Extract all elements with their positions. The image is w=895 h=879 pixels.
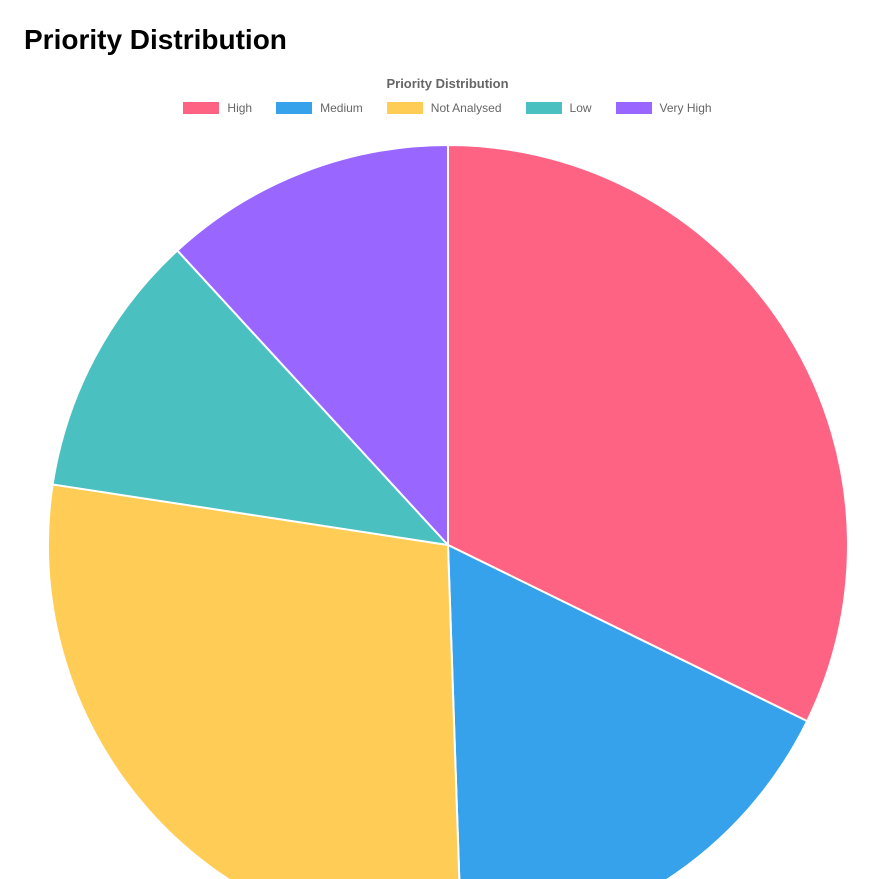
chart-container: Priority Distribution High Medium Not An… (0, 68, 895, 879)
pie-holder (38, 135, 858, 879)
legend-label: Not Analysed (431, 101, 502, 115)
legend-item-medium[interactable]: Medium (276, 101, 363, 115)
legend-label: Very High (660, 101, 712, 115)
legend-label: Medium (320, 101, 363, 115)
pie-chart (38, 135, 858, 879)
legend-item-not-analysed[interactable]: Not Analysed (387, 101, 502, 115)
chart-legend: High Medium Not Analysed Low Very High (183, 101, 711, 115)
page-title: Priority Distribution (24, 24, 895, 56)
legend-label: Low (570, 101, 592, 115)
legend-swatch (183, 102, 219, 114)
chart-title: Priority Distribution (386, 76, 508, 91)
legend-label: High (227, 101, 252, 115)
legend-swatch (276, 102, 312, 114)
pie-slice-not-analysed[interactable] (48, 484, 462, 879)
legend-item-very-high[interactable]: Very High (616, 101, 712, 115)
legend-swatch (526, 102, 562, 114)
legend-swatch (387, 102, 423, 114)
legend-item-low[interactable]: Low (526, 101, 592, 115)
legend-item-high[interactable]: High (183, 101, 252, 115)
legend-swatch (616, 102, 652, 114)
